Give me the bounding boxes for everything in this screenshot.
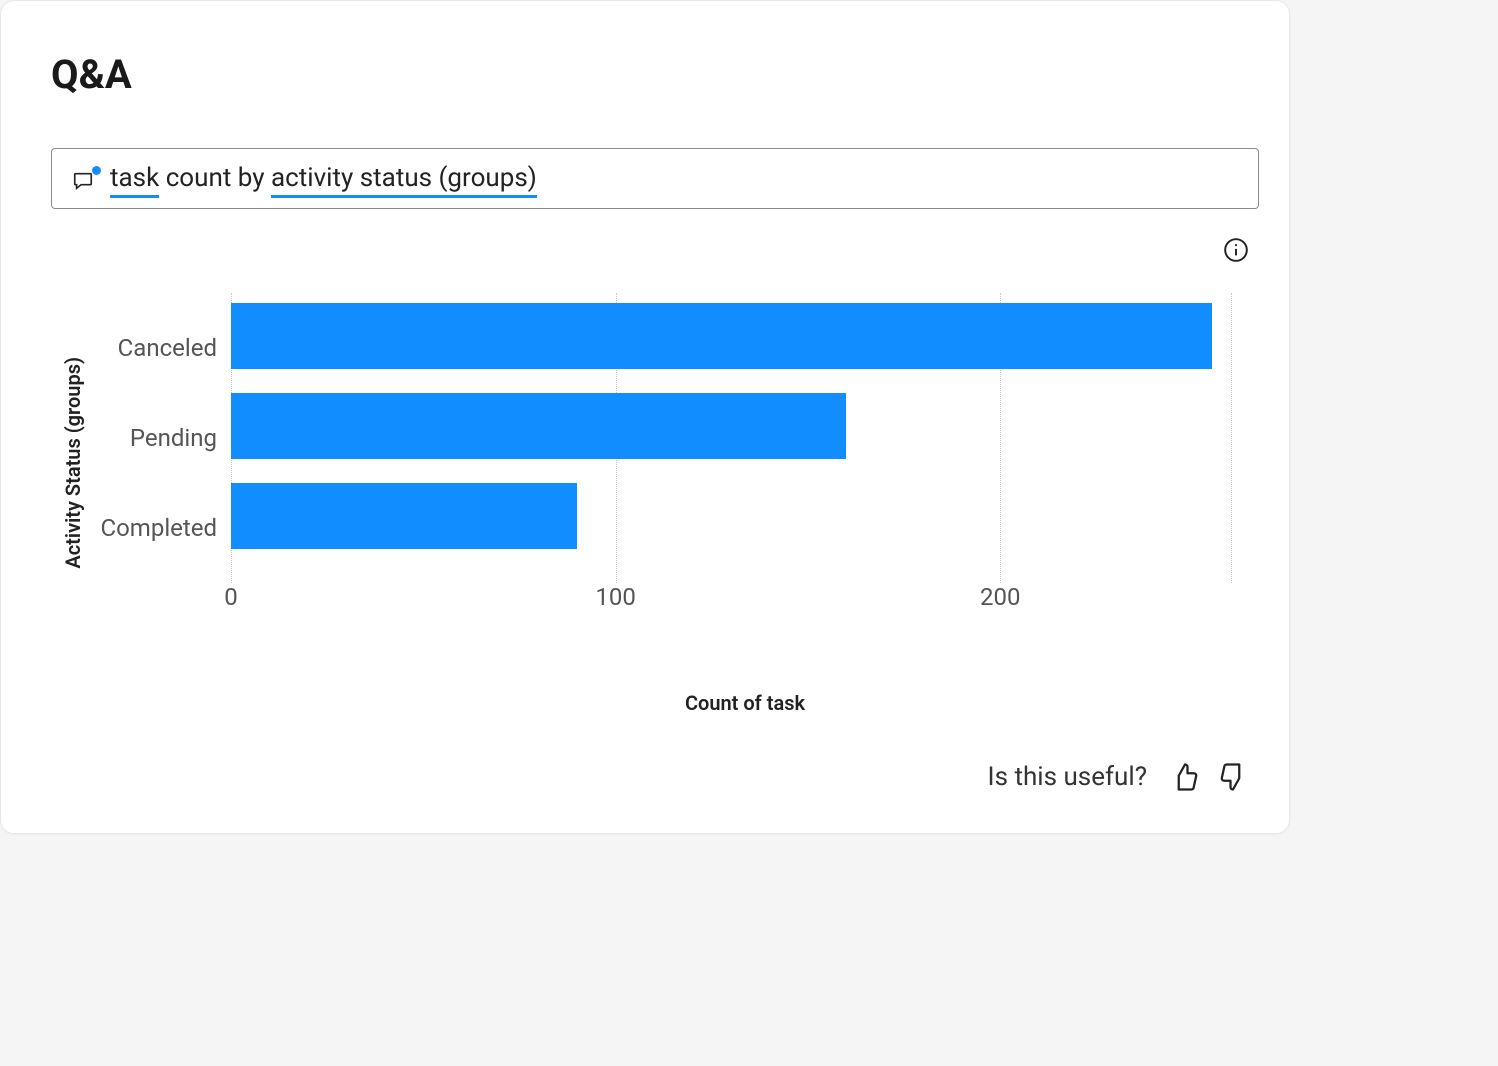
query-segment: task <box>110 163 159 198</box>
chat-notification-dot <box>92 166 101 175</box>
y-axis-labels: CanceledPendingCompleted <box>91 283 231 643</box>
x-tick-label: 100 <box>595 583 635 611</box>
query-segment: activity status (groups) <box>271 163 537 198</box>
y-tick-label: Pending <box>91 393 231 483</box>
query-text: task count by activity status (groups) <box>110 163 537 198</box>
grid-line <box>1231 293 1232 583</box>
thumbs-up-button[interactable] <box>1169 761 1201 793</box>
query-segment: count by <box>159 163 271 193</box>
card-title: Q&A <box>51 51 1259 98</box>
bar-chart: Activity Status (groups) CanceledPending… <box>61 283 1249 643</box>
y-tick-label: Completed <box>91 483 231 573</box>
y-axis-title: Activity Status (groups) <box>61 357 85 569</box>
y-tick-label: Canceled <box>91 303 231 393</box>
chart-bar[interactable] <box>231 303 1212 369</box>
chart-bar[interactable] <box>231 393 846 459</box>
x-axis-ticks: 0100200 <box>231 583 1249 613</box>
info-icon[interactable] <box>1223 237 1249 263</box>
x-tick-label: 200 <box>980 583 1020 611</box>
chart-plot-area: 0100200 <box>231 293 1249 603</box>
chat-icon <box>70 169 98 193</box>
x-axis-title: Count of task <box>231 691 1259 715</box>
chart-bar[interactable] <box>231 483 577 549</box>
feedback-row: Is this useful? <box>51 761 1259 793</box>
qna-card: Q&A task count by activity status (group… <box>0 0 1290 834</box>
query-input[interactable]: task count by activity status (groups) <box>51 148 1259 209</box>
feedback-prompt: Is this useful? <box>988 762 1147 792</box>
thumbs-down-button[interactable] <box>1217 761 1249 793</box>
x-tick-label: 0 <box>224 583 238 611</box>
